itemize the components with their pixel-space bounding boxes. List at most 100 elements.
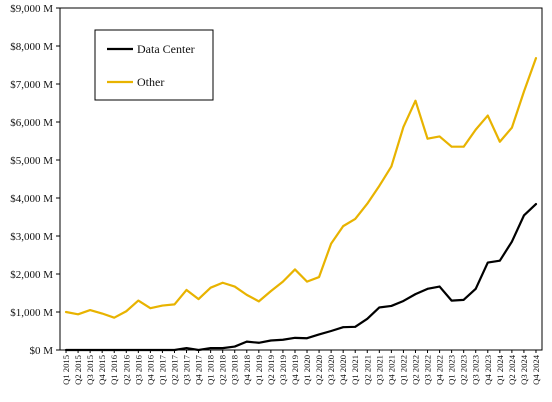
data-point-other bbox=[149, 307, 152, 310]
data-point-data-center bbox=[330, 330, 333, 332]
x-tick-label: Q4 2023 bbox=[483, 355, 493, 385]
x-tick-label: Q4 2017 bbox=[194, 354, 204, 385]
data-point-other bbox=[221, 281, 224, 284]
data-point-data-center bbox=[113, 349, 116, 351]
data-point-other bbox=[354, 218, 357, 220]
data-point-data-center bbox=[233, 345, 236, 348]
x-tick-label: Q3 2016 bbox=[133, 354, 143, 385]
data-point-data-center bbox=[450, 299, 453, 302]
x-tick-label: Q2 2023 bbox=[459, 355, 469, 385]
data-point-other bbox=[486, 114, 489, 117]
data-point-data-center bbox=[498, 259, 501, 262]
x-tick-label: Q1 2022 bbox=[398, 355, 408, 385]
data-point-other bbox=[414, 99, 417, 102]
x-tick-label: Q3 2020 bbox=[326, 355, 336, 385]
data-point-data-center bbox=[486, 261, 489, 264]
data-point-data-center bbox=[269, 339, 272, 342]
x-tick-label: Q1 2016 bbox=[109, 354, 119, 385]
x-tick-label: Q2 2024 bbox=[507, 354, 517, 385]
x-tick-label: Q1 2020 bbox=[302, 355, 312, 385]
data-point-other bbox=[101, 312, 104, 315]
x-tick-label: Q4 2018 bbox=[242, 355, 252, 385]
data-point-other bbox=[426, 137, 429, 140]
data-point-other bbox=[535, 57, 537, 60]
x-tick-label: Q3 2018 bbox=[230, 355, 240, 385]
data-point-other bbox=[77, 313, 79, 316]
data-point-other bbox=[125, 310, 128, 313]
x-tick-label: Q2 2018 bbox=[218, 355, 228, 385]
data-point-other bbox=[523, 90, 525, 93]
series-lines bbox=[64, 57, 538, 352]
data-point-other bbox=[269, 290, 272, 292]
data-point-other bbox=[390, 165, 393, 168]
legend-label-other: Other bbox=[137, 75, 164, 89]
data-point-data-center bbox=[426, 287, 429, 290]
data-point-data-center bbox=[523, 214, 525, 217]
data-point-data-center bbox=[438, 285, 441, 288]
y-tick-label: $8,000 M bbox=[10, 41, 53, 53]
x-tick-label: Q2 2021 bbox=[362, 355, 372, 385]
data-point-other bbox=[450, 145, 453, 148]
data-point-data-center bbox=[402, 300, 405, 302]
data-point-data-center bbox=[354, 325, 357, 328]
series-line-other bbox=[64, 57, 538, 319]
data-point-other bbox=[185, 289, 188, 291]
y-tick-label: $5,000 M bbox=[10, 155, 53, 167]
data-point-other bbox=[197, 298, 200, 300]
data-point-other bbox=[113, 316, 116, 319]
data-point-data-center bbox=[65, 349, 67, 351]
data-point-data-center bbox=[209, 347, 212, 349]
x-tick-label: Q2 2019 bbox=[266, 355, 276, 385]
y-tick-label: $7,000 M bbox=[10, 79, 53, 91]
data-point-other bbox=[282, 280, 284, 283]
legend-box bbox=[94, 29, 214, 101]
x-tick-label: Q2 2022 bbox=[410, 355, 420, 385]
data-point-data-center bbox=[535, 203, 537, 205]
data-point-other bbox=[342, 225, 345, 228]
y-tick-label: $6,000 M bbox=[10, 117, 53, 129]
data-point-data-center bbox=[510, 240, 513, 243]
data-point-data-center bbox=[161, 349, 164, 351]
data-point-data-center bbox=[101, 349, 104, 351]
data-point-data-center bbox=[342, 326, 345, 329]
data-point-other bbox=[366, 202, 369, 205]
x-tick-label: Q3 2015 bbox=[85, 355, 95, 385]
data-point-other bbox=[498, 140, 501, 143]
x-tick-label: Q4 2021 bbox=[386, 355, 396, 385]
x-tick-label: Q1 2018 bbox=[206, 355, 216, 385]
x-tick-label: Q1 2024 bbox=[495, 354, 505, 385]
data-point-other bbox=[474, 128, 477, 131]
x-tick-label: Q4 2016 bbox=[145, 354, 155, 385]
data-point-data-center bbox=[294, 336, 296, 339]
data-point-data-center bbox=[173, 349, 176, 351]
data-point-data-center bbox=[149, 349, 152, 351]
data-point-other bbox=[402, 126, 405, 128]
data-point-data-center bbox=[462, 298, 465, 301]
x-tick-label: Q1 2023 bbox=[447, 355, 457, 385]
data-point-other bbox=[161, 304, 164, 307]
data-point-data-center bbox=[474, 287, 477, 290]
x-tick-label: Q1 2017 bbox=[157, 354, 167, 385]
data-point-data-center bbox=[378, 306, 381, 309]
data-point-other bbox=[330, 242, 333, 245]
plot-frame bbox=[59, 7, 543, 351]
legend-label-data-center: Data Center bbox=[137, 42, 195, 56]
x-tick-label: Q2 2016 bbox=[121, 354, 131, 385]
data-point-other bbox=[462, 145, 465, 148]
x-tick-label: Q3 2022 bbox=[423, 355, 433, 385]
x-tick-label: Q4 2019 bbox=[290, 355, 300, 385]
x-tick-label: Q3 2024 bbox=[519, 354, 529, 385]
data-point-other bbox=[510, 126, 513, 129]
legend: Data Center Other bbox=[94, 29, 214, 101]
x-tick-label: Q4 2020 bbox=[338, 355, 348, 385]
x-tick-label: Q3 2021 bbox=[374, 355, 384, 385]
data-point-other bbox=[306, 280, 308, 283]
data-point-data-center bbox=[197, 349, 200, 351]
data-point-data-center bbox=[366, 317, 369, 320]
data-point-other bbox=[137, 299, 140, 302]
data-point-data-center bbox=[390, 305, 393, 307]
x-tick-label: Q3 2019 bbox=[278, 355, 288, 385]
x-tick-label: Q1 2015 bbox=[61, 355, 71, 385]
data-point-data-center bbox=[414, 293, 417, 296]
